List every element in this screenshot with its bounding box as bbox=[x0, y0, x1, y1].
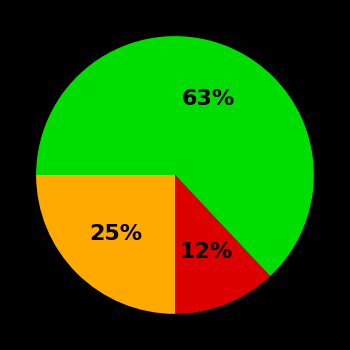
Text: 12%: 12% bbox=[179, 243, 232, 262]
Text: 63%: 63% bbox=[181, 89, 235, 108]
Wedge shape bbox=[36, 175, 175, 314]
Text: 25%: 25% bbox=[90, 224, 143, 244]
Wedge shape bbox=[36, 36, 314, 276]
Wedge shape bbox=[175, 175, 270, 314]
